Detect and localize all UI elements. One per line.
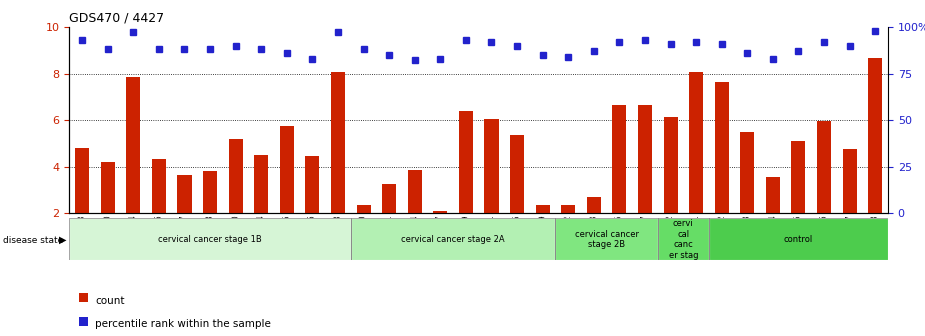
Bar <box>869 58 882 213</box>
Bar <box>510 135 524 213</box>
Bar <box>279 126 294 213</box>
Bar <box>254 155 268 213</box>
Bar <box>356 205 371 213</box>
Bar <box>382 184 396 213</box>
Bar <box>75 148 89 213</box>
Bar <box>331 72 345 213</box>
Bar <box>536 205 549 213</box>
Text: control: control <box>783 235 813 244</box>
Bar <box>561 205 575 213</box>
Bar <box>305 156 319 213</box>
Bar <box>152 159 166 213</box>
Bar <box>740 132 754 213</box>
Bar <box>485 119 499 213</box>
Bar <box>715 82 729 213</box>
Bar <box>101 162 115 213</box>
Bar <box>817 121 831 213</box>
Bar <box>433 211 448 213</box>
Text: ▶: ▶ <box>59 235 67 245</box>
Bar <box>459 111 473 213</box>
Bar <box>843 149 857 213</box>
Bar <box>69 218 351 260</box>
Bar <box>586 197 601 213</box>
Bar <box>638 105 652 213</box>
Text: cervical cancer
stage 2B: cervical cancer stage 2B <box>574 230 638 249</box>
Text: cervical cancer stage 1B: cervical cancer stage 1B <box>158 235 262 244</box>
Bar <box>351 218 555 260</box>
Bar <box>709 218 888 260</box>
Bar <box>228 139 242 213</box>
Bar <box>178 175 191 213</box>
Text: GDS470 / 4427: GDS470 / 4427 <box>69 11 165 24</box>
Text: percentile rank within the sample: percentile rank within the sample <box>95 319 271 329</box>
Bar <box>612 105 626 213</box>
Bar <box>408 170 422 213</box>
Bar <box>792 141 806 213</box>
Text: disease state: disease state <box>3 236 63 245</box>
Text: cervical cancer stage 2A: cervical cancer stage 2A <box>401 235 505 244</box>
Bar <box>766 177 780 213</box>
Bar <box>127 77 141 213</box>
Bar <box>204 171 217 213</box>
Bar <box>663 117 678 213</box>
Bar <box>658 218 709 260</box>
Bar <box>555 218 658 260</box>
Bar <box>689 72 703 213</box>
Text: count: count <box>95 296 125 306</box>
Text: cervi
cal
canc
er stag: cervi cal canc er stag <box>669 219 698 259</box>
